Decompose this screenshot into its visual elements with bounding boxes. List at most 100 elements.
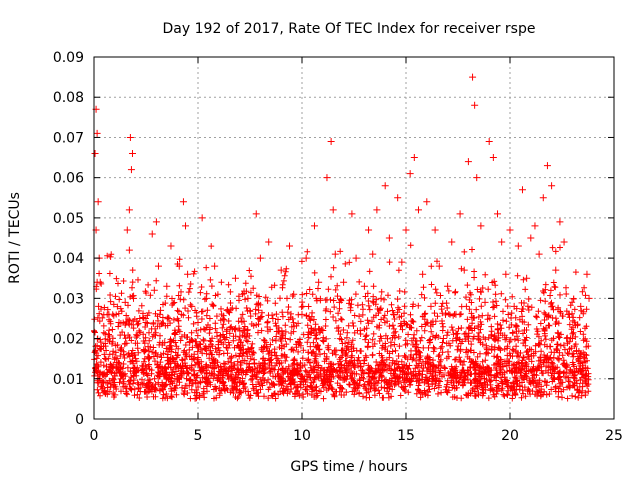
scatter-point	[223, 306, 231, 314]
scatter-point	[96, 278, 104, 286]
chart-title: Day 192 of 2017, Rate Of TEC Index for r…	[163, 21, 536, 37]
scatter-point	[91, 150, 99, 158]
scatter-point	[167, 242, 175, 250]
scatter-point	[319, 327, 327, 335]
scatter-point	[485, 137, 493, 145]
x-tick-labels: 0 5 10 15 20 25	[90, 428, 623, 444]
scatter-point	[331, 250, 339, 258]
x-tick-label: 25	[605, 428, 623, 444]
scatter-point	[273, 355, 281, 363]
scatter-point	[506, 226, 514, 234]
scatter-point	[128, 150, 136, 158]
scatter-point	[256, 254, 264, 262]
scatter-point	[548, 182, 556, 190]
scatter-point	[125, 246, 133, 254]
scatter-point	[514, 242, 522, 250]
scatter-point	[294, 371, 302, 379]
scatter-point	[211, 262, 219, 270]
scatter-point	[471, 101, 479, 109]
scatter-point	[188, 302, 196, 310]
scatter-point	[560, 238, 568, 246]
scatter-point	[192, 379, 200, 387]
scatter-point	[564, 310, 572, 318]
plot-frame	[93, 56, 615, 420]
scatter-point	[568, 335, 576, 343]
scatter-point	[427, 302, 435, 310]
axis-ticks	[93, 56, 615, 420]
scatter-point	[132, 355, 140, 363]
scatter-point	[194, 318, 202, 326]
scatter-point	[93, 129, 101, 137]
scatter-point	[444, 282, 452, 290]
scatter-point	[98, 379, 106, 387]
scatter-point	[154, 262, 162, 270]
scatter-point	[119, 383, 127, 391]
scatter-point	[236, 379, 244, 387]
scatter-point	[327, 137, 335, 145]
scatter-point	[240, 327, 248, 335]
scatter-point	[140, 347, 148, 355]
scatter-point	[134, 379, 142, 387]
scatter-point	[186, 339, 194, 347]
scatter-point	[356, 327, 364, 335]
scatter-point	[157, 306, 165, 314]
scatter-point	[190, 367, 198, 375]
scatter-point	[402, 226, 410, 234]
y-tick-labels: 0 0.01 0.02 0.03 0.04 0.05 0.06 0.07 0.08 0.09	[53, 50, 84, 428]
scatter-point	[302, 254, 310, 262]
scatter-point	[352, 254, 360, 262]
scatter-point	[369, 250, 377, 258]
scatter-point	[184, 270, 192, 278]
scatter-point	[335, 298, 343, 306]
scatter-point	[410, 154, 418, 162]
scatter-point	[286, 242, 294, 250]
scatter-point	[277, 266, 285, 274]
scatter-point	[535, 250, 543, 258]
scatter-point	[306, 343, 314, 351]
y-tick-label: 0.05	[53, 211, 84, 227]
scatter-point	[130, 294, 138, 302]
scatter-point	[163, 282, 171, 290]
scatter-point	[252, 210, 260, 218]
scatter-point	[159, 367, 167, 375]
scatter-point	[298, 310, 306, 318]
scatter-point	[215, 375, 223, 383]
scatter-point	[373, 206, 381, 214]
scatter-point	[489, 154, 497, 162]
scatter-point	[99, 371, 107, 379]
scatter-point	[126, 133, 134, 141]
scatter-point	[146, 379, 154, 387]
scatter-point	[556, 218, 564, 226]
scatter-point	[290, 290, 298, 298]
scatter-point	[97, 343, 105, 351]
y-tick-label: 0.04	[53, 251, 84, 267]
scatter-point	[460, 266, 468, 274]
scatter-point	[219, 331, 227, 339]
scatter-point	[494, 210, 502, 218]
scatter-points	[91, 73, 593, 399]
scatter-point	[113, 355, 121, 363]
scatter-point	[435, 262, 443, 270]
scatter-point	[581, 351, 589, 359]
scatter-points-background	[91, 242, 592, 402]
scatter-point	[107, 383, 115, 391]
scatter-point	[423, 198, 431, 206]
scatter-point	[329, 206, 337, 214]
x-tick-label: 10	[293, 428, 311, 444]
scatter-point	[198, 214, 206, 222]
scatter-point	[518, 186, 526, 194]
scatter-point	[165, 314, 173, 322]
scatter-point	[523, 274, 531, 282]
scatter-point	[123, 226, 131, 234]
scatter-point	[127, 166, 135, 174]
scatter-point	[94, 198, 102, 206]
scatter-point	[261, 343, 269, 351]
scatter-point	[340, 278, 348, 286]
scatter-point	[105, 331, 113, 339]
scatter-point	[161, 339, 169, 347]
x-tick-label: 0	[90, 428, 99, 444]
scatter-point	[150, 286, 158, 294]
scatter-point	[179, 198, 187, 206]
scatter-point	[360, 282, 368, 290]
